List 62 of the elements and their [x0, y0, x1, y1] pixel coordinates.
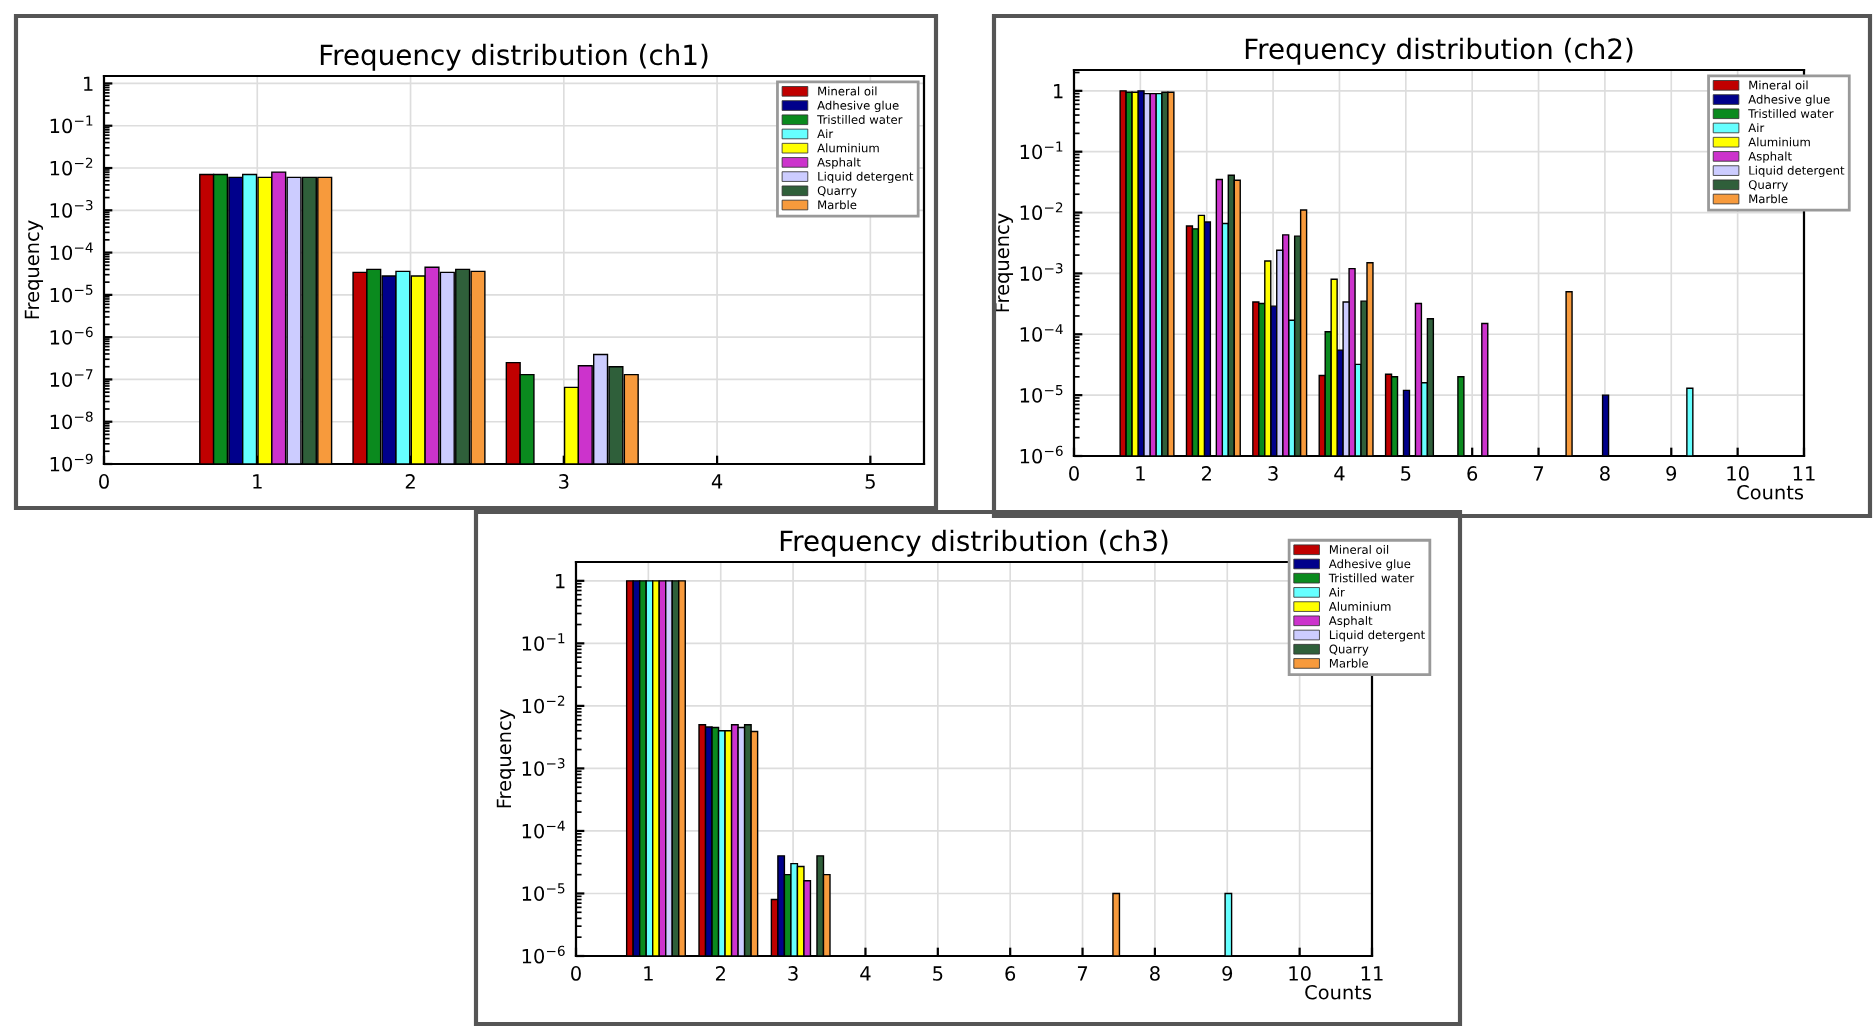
y-tick-label: 10$^{−4}$: [50, 242, 93, 261]
x-tick-label: 3: [1268, 466, 1278, 481]
y-tick-label: 10$^{−6}$: [50, 326, 93, 345]
y-axis-title: Frequency: [994, 213, 1014, 312]
chart-title: Frequency distribution (ch2): [1245, 37, 1633, 65]
y-tick-label: 10$^{−8}$: [50, 411, 93, 430]
y-tick-label: 10$^{−6}$: [522, 945, 565, 964]
x-tick-label: 1: [253, 474, 262, 489]
x-axis-title: Counts: [1305, 984, 1372, 1000]
x-tick-label: 5: [1401, 466, 1411, 481]
x-tick-label: 8: [1150, 966, 1160, 981]
x-tick-label: 10: [1727, 466, 1749, 481]
x-tick-label: 1: [1136, 466, 1145, 481]
y-tick-label: 10$^{−4}$: [1020, 324, 1063, 342]
y-tick-label: 10$^{−1}$: [1020, 141, 1063, 160]
y-tick-label: 1: [1054, 84, 1063, 99]
x-tick-label: 0: [571, 966, 581, 981]
y-tick-label: 10$^{−5}$: [522, 883, 565, 901]
x-axis-title: Counts: [1737, 484, 1804, 500]
y-tick-label: 10$^{−2}$: [1020, 202, 1063, 221]
y-tick-label: 1: [556, 574, 565, 589]
x-tick-label: 7: [1077, 966, 1088, 981]
x-tick-label: 5: [933, 966, 943, 981]
x-tick-label: 4: [1334, 466, 1345, 481]
y-tick-label: 10$^{−1}$: [50, 115, 93, 134]
x-tick-label: 11: [1793, 466, 1815, 481]
x-tick-label: 2: [715, 966, 725, 981]
x-tick-label: 9: [1222, 966, 1233, 981]
y-tick-label: 1: [84, 76, 93, 91]
x-tick-label: 1: [644, 966, 653, 981]
x-tick-label: 6: [1467, 466, 1478, 481]
x-tick-label: 5: [865, 474, 875, 489]
y-tick-label: 10$^{−2}$: [522, 695, 565, 714]
y-axis-title: Frequency: [24, 220, 44, 319]
y-tick-label: 10$^{−9}$: [50, 453, 93, 472]
chart-title: Frequency distribution (ch3): [780, 529, 1168, 557]
x-tick-label: 3: [788, 966, 798, 981]
y-tick-label: 10$^{−7}$: [50, 369, 93, 387]
x-tick-label: 7: [1533, 466, 1544, 481]
y-tick-label: 10$^{−3}$: [522, 758, 565, 776]
y-tick-label: 10$^{−1}$: [522, 633, 565, 651]
y-tick-label: 10$^{−6}$: [1020, 445, 1063, 464]
x-tick-label: 0: [99, 474, 109, 489]
x-tick-label: 2: [405, 474, 415, 489]
chart-title: Frequency distribution (ch1): [320, 43, 708, 71]
y-tick-label: 10$^{−5}$: [1020, 385, 1063, 403]
x-tick-label: 3: [559, 474, 569, 489]
x-tick-label: 4: [860, 966, 871, 981]
x-tick-label: 6: [1005, 966, 1016, 981]
x-tick-label: 8: [1600, 466, 1610, 481]
y-tick-label: 10$^{−3}$: [1020, 263, 1063, 281]
x-tick-label: 9: [1666, 466, 1677, 481]
y-tick-label: 10$^{−4}$: [522, 820, 565, 839]
y-axis-title: Frequency: [496, 709, 516, 808]
x-tick-label: 2: [1201, 466, 1211, 481]
y-tick-label: 10$^{−2}$: [50, 157, 93, 176]
x-tick-label: 11: [1361, 966, 1383, 981]
y-tick-label: 10$^{−3}$: [50, 199, 93, 218]
x-tick-label: 10: [1289, 966, 1311, 981]
x-tick-label: 0: [1069, 466, 1079, 481]
x-tick-label: 4: [711, 474, 723, 489]
y-tick-label: 10$^{−5}$: [50, 284, 93, 303]
